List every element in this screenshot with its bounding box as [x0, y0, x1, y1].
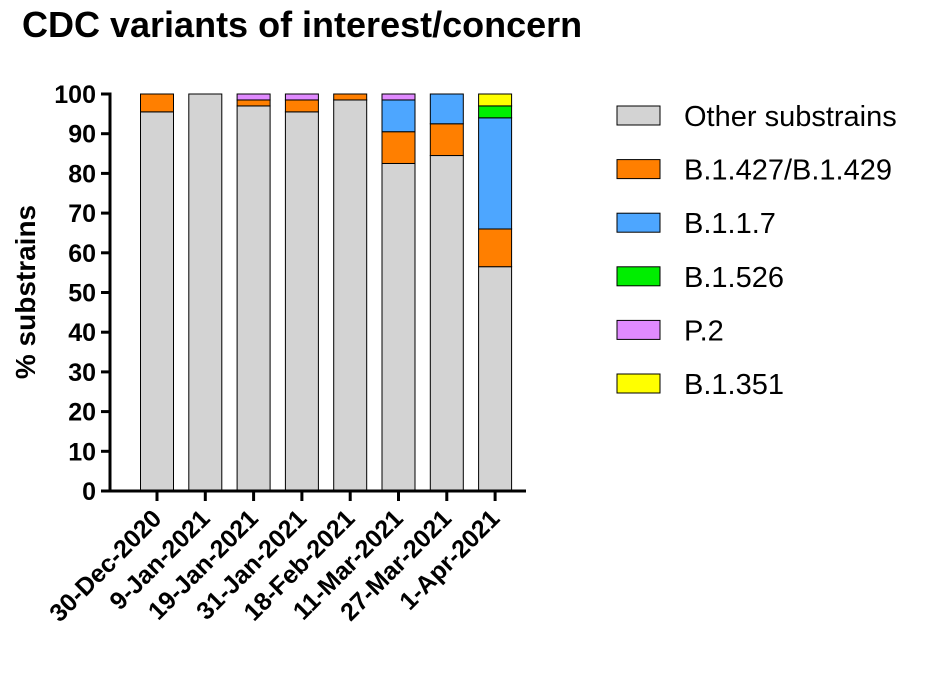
bar-segment-p-2-11-mar-2021 — [381, 93, 416, 101]
bar-segment-b-1-427-b-1-429-11-mar-2021 — [381, 131, 416, 164]
bar-segment-b-1-1-7-27-mar-2021 — [429, 93, 464, 125]
bar-segment-b-1-526-1-apr-2021 — [478, 105, 513, 119]
y-tick-label: 60 — [68, 240, 96, 268]
y-tick-label: 0 — [82, 478, 96, 506]
legend-label-other-substrains: Other substrains — [684, 101, 897, 133]
bar-segment-b-1-427-b-1-429-31-jan-2021 — [284, 99, 319, 113]
bar-segment-p-2-19-jan-2021 — [236, 93, 271, 101]
legend: Other substrains B.1.427/B.1.429 B.1.1.7 B.… — [616, 101, 897, 401]
legend-swatch-b-1-427-b-1-429 — [616, 159, 661, 180]
bar-segment-other-substrains-19-jan-2021 — [236, 105, 271, 492]
y-tick-label: 70 — [68, 200, 96, 228]
legend-label-b-1-427-b-1-429: B.1.427/B.1.429 — [684, 155, 892, 187]
legend-swatch-b-1-351 — [616, 373, 661, 394]
y-axis-label: % substrains — [10, 205, 41, 379]
y-tick-label: 30 — [68, 359, 96, 387]
legend-swatch-other-substrains — [616, 105, 661, 126]
legend-label-b-1-526: B.1.526 — [684, 262, 784, 294]
bar-segment-other-substrains-11-mar-2021 — [381, 162, 416, 492]
y-tick-label: 80 — [68, 160, 96, 188]
bars-group — [140, 93, 513, 492]
y-tick-label: 20 — [68, 399, 96, 427]
bar-segment-other-substrains-18-feb-2021 — [333, 99, 368, 492]
y-tick-label: 90 — [68, 121, 96, 149]
y-tick-label: 50 — [68, 280, 96, 308]
bar-segment-b-1-427-b-1-429-27-mar-2021 — [429, 123, 464, 157]
bar-segment-other-substrains-30-dec-2020 — [140, 111, 174, 492]
y-tick-label: 100 — [54, 81, 96, 109]
bar-segment-b-1-351-1-apr-2021 — [478, 93, 513, 107]
legend-swatch-p-2 — [616, 319, 661, 340]
legend-swatch-b-1-526 — [616, 266, 661, 287]
y-tick-label: 10 — [68, 438, 96, 466]
bar-segment-b-1-427-b-1-429-18-feb-2021 — [333, 93, 368, 101]
legend-label-p-2: P.2 — [684, 315, 724, 347]
bar-segment-b-1-427-b-1-429-19-jan-2021 — [236, 99, 271, 107]
bar-segment-b-1-1-7-11-mar-2021 — [381, 99, 416, 133]
bar-segment-other-substrains-9-jan-2021 — [188, 93, 223, 492]
chart-title: CDC variants of interest/concern — [22, 4, 583, 45]
bar-segment-b-1-1-7-1-apr-2021 — [478, 117, 513, 230]
bar-segment-b-1-427-b-1-429-30-dec-2020 — [140, 93, 174, 113]
legend-swatch-b-1-1-7 — [616, 212, 661, 233]
bar-segment-p-2-31-jan-2021 — [284, 93, 319, 101]
bar-segment-other-substrains-31-jan-2021 — [284, 111, 319, 492]
bar-segment-b-1-427-b-1-429-1-apr-2021 — [478, 228, 513, 268]
bar-segment-other-substrains-27-mar-2021 — [429, 155, 464, 492]
legend-label-b-1-1-7: B.1.1.7 — [684, 208, 776, 240]
y-tick-label: 40 — [68, 319, 96, 347]
legend-label-b-1-351: B.1.351 — [684, 369, 784, 401]
bar-segment-other-substrains-1-apr-2021 — [478, 266, 513, 492]
